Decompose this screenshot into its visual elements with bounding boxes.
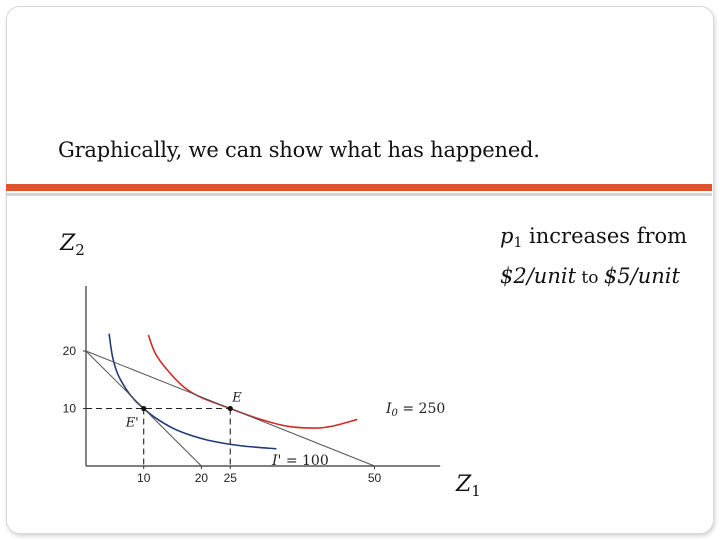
y-axis-label: Z2 [59, 231, 85, 259]
note-line-2: $2/unit to $5/unit [500, 261, 714, 293]
curve-label-value: = 100 [281, 453, 328, 469]
x-tick-label: 20 [195, 471, 209, 485]
curve-label-value: = 250 [398, 401, 445, 417]
x-axis-label: Z1 [455, 472, 481, 500]
price-change-note: p1 increases from $2/unit to $5/unit [500, 222, 714, 293]
x-tick-label: 50 [368, 471, 382, 485]
note-line-1: p1 increases from [500, 222, 714, 257]
price-from: $2/unit [500, 264, 577, 288]
y-tick-label: 10 [63, 402, 77, 416]
title-rule-gray [6, 193, 712, 196]
equilibrium-label: E' [125, 416, 139, 431]
y-tick-label: 20 [63, 344, 77, 358]
price-to: $5/unit [603, 264, 680, 288]
equilibrium-point [141, 405, 147, 412]
indifference-curve-i-prime [108, 333, 277, 450]
note-increases-text: increases from [522, 224, 688, 248]
note-connector: to [576, 268, 604, 288]
title-rule-accent [6, 184, 712, 191]
curve-label-sub: 0 [392, 408, 399, 419]
x-tick-label: 10 [137, 471, 151, 485]
price-variable-sub: 1 [513, 235, 523, 251]
x-axis-label-sub: 1 [471, 482, 481, 500]
price-variable: p1 [500, 224, 523, 251]
x-tick-label: 25 [224, 471, 238, 485]
indifference-curve-i0 [147, 334, 358, 429]
equilibrium-point [227, 405, 233, 412]
y-axis-label-sub: 2 [75, 241, 85, 259]
indifference-chart: 10 20 25 50 10 20 Z2 Z1 E E' I0 = 250 I' = 100 [56, 215, 486, 500]
curve-label: I0 = 250 [385, 401, 445, 419]
equilibrium-label: E [231, 391, 242, 406]
slide-title: Graphically, we can show what has happen… [58, 138, 540, 162]
curve-label: I' = 100 [271, 453, 329, 469]
price-variable-base: p [500, 224, 514, 248]
